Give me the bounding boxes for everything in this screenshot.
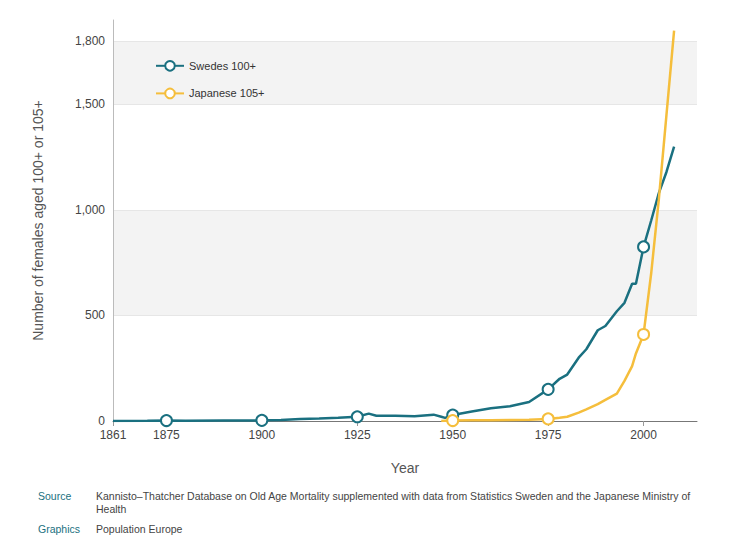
svg-text:1,800: 1,800 [75, 34, 105, 48]
html-text:Source: Source [38, 490, 72, 502]
svg-text:1925: 1925 [344, 428, 371, 442]
svg-text:1875: 1875 [153, 428, 180, 442]
svg-text:1950: 1950 [439, 428, 466, 442]
svg-text:1975: 1975 [535, 428, 562, 442]
svg-text:500: 500 [85, 308, 105, 322]
svg-text:Number of females aged 100+ or: Number of females aged 100+ or 105+ [30, 100, 46, 341]
svg-text:0: 0 [98, 414, 105, 428]
svg-text:1,000: 1,000 [75, 203, 105, 217]
html-text:Population Europe: Population Europe [96, 523, 183, 535]
svg-text:Japanese 105+: Japanese 105+ [189, 87, 265, 99]
svg-text:Year: Year [391, 460, 420, 476]
svg-text:2000: 2000 [630, 428, 657, 442]
svg-text:1900: 1900 [249, 428, 276, 442]
html-text:Graphics: Graphics [38, 523, 80, 535]
svg-text:1,500: 1,500 [75, 97, 105, 111]
html-text:Kannisto–Thatcher Database on: Kannisto–Thatcher Database on Old Age Mo… [96, 490, 691, 515]
svg-text:1861: 1861 [100, 428, 127, 442]
svg-text:Swedes 100+: Swedes 100+ [189, 60, 256, 72]
